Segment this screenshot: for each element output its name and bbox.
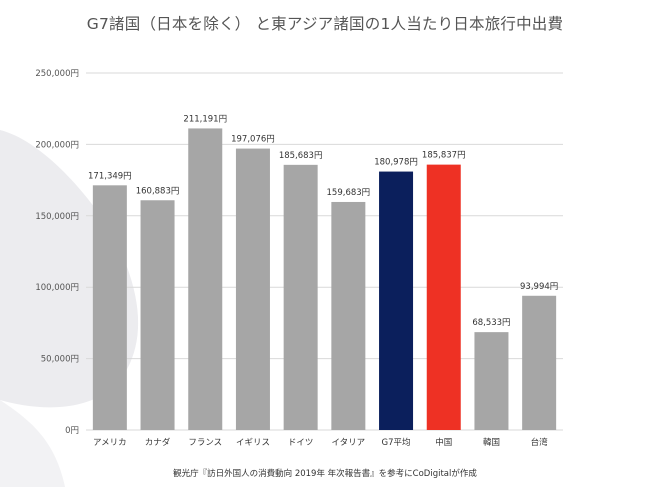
bar — [92, 185, 127, 430]
bar — [379, 171, 414, 430]
x-tick-label: 台湾 — [531, 437, 549, 448]
bar — [426, 164, 461, 431]
y-tick-label: 150,000円 — [35, 212, 79, 222]
x-tick-label: アメリカ — [93, 438, 127, 448]
x-tick-label: ドイツ — [288, 438, 314, 448]
data-label: 171,349円 — [88, 171, 132, 181]
x-tick-label: フランス — [188, 438, 222, 448]
y-tick-label: 200,000円 — [35, 140, 79, 150]
x-tick-label: イタリア — [332, 438, 366, 448]
bar — [283, 164, 318, 431]
chart-title: G7諸国（日本を除く） と東アジア諸国の1人当たり日本旅行中出費 — [86, 15, 564, 33]
x-tick-label: カナダ — [145, 437, 171, 448]
source-note: 観光庁『訪日外国人の消費動向 2019年 年次報告書』を参考にCoDigital… — [173, 469, 477, 479]
y-tick-label: 250,000円 — [35, 69, 79, 79]
data-label: 185,683円 — [279, 151, 323, 161]
x-tick-label: 韓国 — [483, 437, 500, 448]
y-tick-label: 0円 — [65, 426, 79, 436]
y-tick-label: 100,000円 — [35, 283, 79, 293]
bar — [474, 332, 509, 430]
bar — [235, 148, 270, 430]
x-tick-label: G7平均 — [382, 437, 411, 448]
data-label: 211,191円 — [183, 114, 227, 124]
data-label: 159,683円 — [327, 188, 371, 198]
data-label: 180,978円 — [374, 158, 418, 168]
bar — [522, 295, 557, 430]
bar — [331, 201, 366, 430]
bar — [140, 200, 175, 430]
data-label: 197,076円 — [231, 135, 275, 145]
x-tick-label: イギリス — [236, 438, 270, 448]
data-label: 160,883円 — [136, 186, 180, 196]
data-label: 68,533円 — [472, 318, 510, 328]
y-tick-label: 50,000円 — [41, 355, 79, 365]
x-tick-label: 中国 — [435, 437, 452, 448]
bar — [188, 128, 223, 430]
data-label: 93,994円 — [520, 282, 558, 292]
data-label: 185,837円 — [422, 151, 466, 161]
